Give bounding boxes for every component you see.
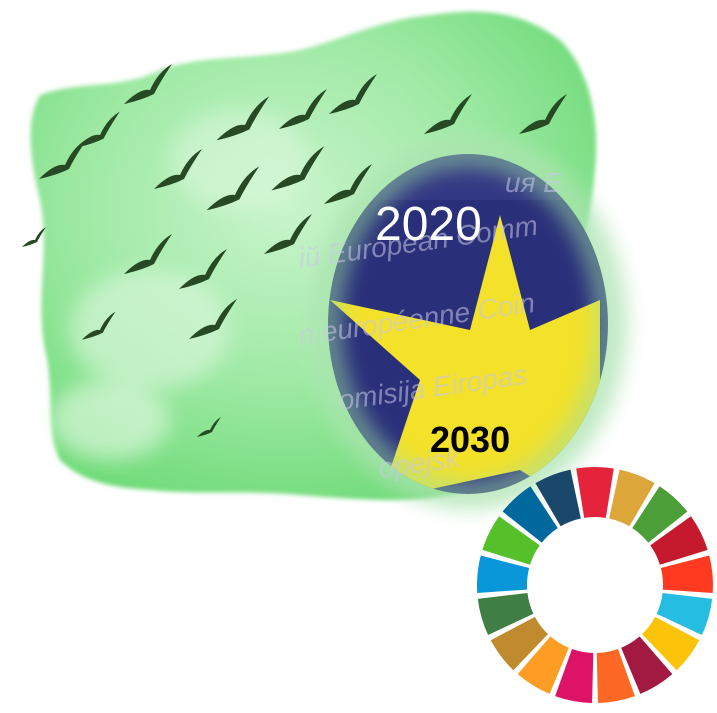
bird-icon — [216, 96, 270, 141]
year-start-label: 2020 — [375, 198, 482, 251]
sdg-wheel-segment — [609, 469, 655, 527]
bird-icon — [206, 166, 260, 211]
bird-icon — [124, 64, 172, 104]
bird-icon — [81, 311, 116, 340]
bird-icon — [329, 74, 377, 114]
sdg-wheel-segment — [502, 486, 558, 543]
bird-icon — [424, 94, 472, 134]
sdg-wheel-segment — [576, 467, 614, 518]
bird-icon — [324, 164, 372, 204]
sdg-wheel-segment — [642, 616, 700, 671]
sdg-wheel-segment — [596, 649, 635, 703]
sdg-wheel-segment — [555, 649, 594, 703]
sdg-wheel-segment — [490, 616, 548, 671]
sdg-wheel — [476, 467, 713, 703]
sdg-wheel-segment — [632, 486, 688, 543]
watermark-text: ия Е ій European Comm n européenne Coin … — [297, 167, 563, 484]
sdg-wheel-segment — [621, 636, 673, 694]
sdg-wheel-segment — [482, 516, 540, 565]
sdg-wheel-segment — [656, 592, 713, 635]
year-end-label: 2030 — [430, 419, 510, 460]
bird-icon — [22, 227, 46, 247]
sdg-wheel-segment — [476, 555, 530, 593]
bird-icon — [76, 111, 120, 148]
birds-flock — [22, 64, 567, 437]
bird-icon — [271, 146, 325, 191]
bird-icon — [189, 299, 237, 339]
bird-icon — [197, 417, 221, 437]
sdg-wheel-segment — [650, 516, 708, 565]
bird-icon — [124, 234, 172, 274]
bird-icon — [39, 139, 87, 179]
bird-icon — [519, 94, 567, 134]
sdg-wheel-segment — [535, 469, 581, 527]
bird-icon — [154, 149, 202, 189]
sdg-wheel-segment — [660, 555, 713, 593]
bird-icon — [179, 249, 227, 289]
sdg-wheel-segment — [517, 636, 569, 694]
sdg-wheel-segment — [477, 592, 534, 635]
bird-icon — [279, 89, 327, 129]
eu-flag-circle — [310, 137, 630, 507]
watermark-line-1: ия Е — [505, 167, 562, 198]
bird-icon — [264, 214, 312, 254]
